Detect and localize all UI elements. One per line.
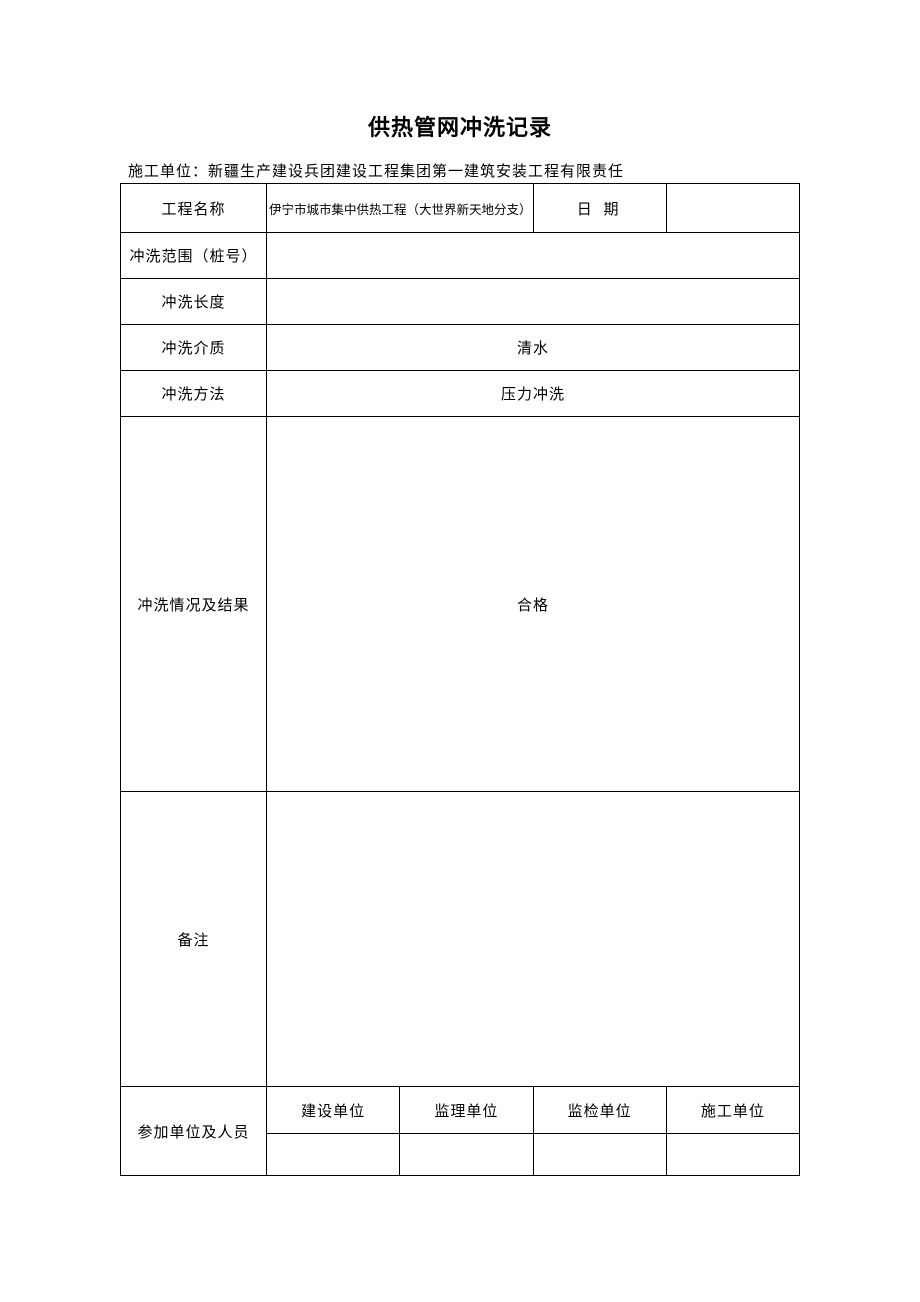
flush-medium-label: 冲洗介质 (121, 325, 267, 371)
table-row: 冲洗介质 清水 (121, 325, 800, 371)
situation-value: 合格 (267, 417, 800, 792)
situation-label: 冲洗情况及结果 (121, 417, 267, 792)
table-row: 参加单位及人员 建设单位 监理单位 监检单位 施工单位 (121, 1087, 800, 1134)
flush-length-label: 冲洗长度 (121, 279, 267, 325)
flush-medium-value: 清水 (267, 325, 800, 371)
unit2-value (400, 1134, 533, 1176)
unit1-value (267, 1134, 400, 1176)
unit3-value (533, 1134, 666, 1176)
remarks-value (267, 792, 800, 1087)
date-value (666, 184, 799, 233)
flush-method-label: 冲洗方法 (121, 371, 267, 417)
flush-length-value (267, 279, 800, 325)
project-name-label: 工程名称 (121, 184, 267, 233)
table-row: 冲洗情况及结果 合格 (121, 417, 800, 792)
table-row: 冲洗方法 压力冲洗 (121, 371, 800, 417)
flush-range-value (267, 233, 800, 279)
flush-range-label: 冲洗范围（桩号） (121, 233, 267, 279)
flush-method-value: 压力冲洗 (267, 371, 800, 417)
unit1-label: 建设单位 (267, 1087, 400, 1134)
participants-label: 参加单位及人员 (121, 1087, 267, 1176)
flush-record-table: 工程名称 伊宁市城市集中供热工程（大世界新天地分支） 日 期 冲洗范围（桩号） … (120, 183, 800, 1176)
document-title: 供热管网冲洗记录 (120, 110, 800, 142)
construction-unit-value: 新疆生产建设兵团建设工程集团第一建筑安装工程有限责任 (208, 164, 624, 180)
unit4-value (666, 1134, 799, 1176)
unit2-label: 监理单位 (400, 1087, 533, 1134)
table-row: 冲洗范围（桩号） (121, 233, 800, 279)
remarks-label: 备注 (121, 792, 267, 1087)
unit3-label: 监检单位 (533, 1087, 666, 1134)
table-row: 备注 (121, 792, 800, 1087)
construction-unit-label: 施工单位： (128, 164, 208, 180)
table-row: 冲洗长度 (121, 279, 800, 325)
unit4-label: 施工单位 (666, 1087, 799, 1134)
table-row: 工程名称 伊宁市城市集中供热工程（大世界新天地分支） 日 期 (121, 184, 800, 233)
project-name-value: 伊宁市城市集中供热工程（大世界新天地分支） (267, 184, 534, 233)
date-label: 日 期 (533, 184, 666, 233)
construction-unit-line: 施工单位：新疆生产建设兵团建设工程集团第一建筑安装工程有限责任 (120, 160, 800, 181)
